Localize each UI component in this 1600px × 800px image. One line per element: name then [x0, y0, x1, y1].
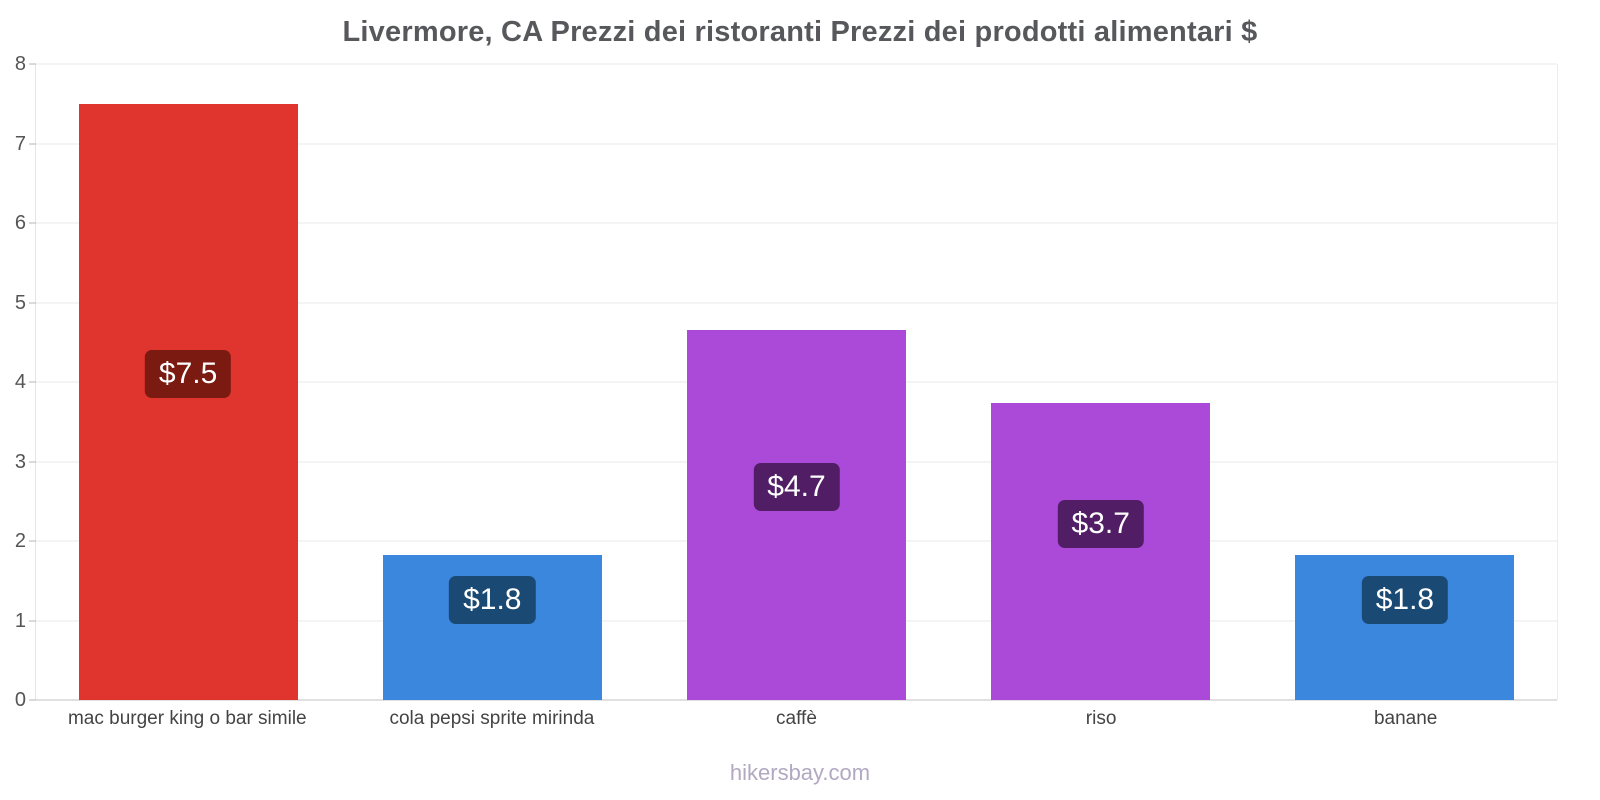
bar-banane[interactable]: $1.8 [1295, 555, 1515, 700]
value-badge: $3.7 [1057, 499, 1144, 548]
gridline [36, 143, 1557, 144]
y-tick-label: 7 [14, 132, 26, 155]
value-badge: $7.5 [144, 349, 232, 398]
y-tick-label: 0 [14, 689, 26, 711]
bar-group-banane: $1.8 [1253, 64, 1557, 700]
bar-group-mac-burger: $7.5 [36, 64, 340, 700]
bar-group-caffe: $4.7 [644, 64, 948, 700]
x-axis-labels: mac burger king o bar simile cola pepsi … [35, 708, 1558, 730]
y-tick-label: 8 [14, 53, 26, 75]
x-label-mac-burger: mac burger king o bar simile [67, 708, 307, 729]
bar-caffe[interactable]: $4.7 [687, 330, 907, 700]
y-tick-mark [29, 222, 36, 224]
y-tick-mark [29, 143, 36, 144]
y-tick-mark [29, 302, 36, 303]
x-label-riso: riso [1085, 708, 1117, 729]
y-tick-label: 1 [14, 609, 26, 632]
y-tick-label: 5 [14, 291, 26, 314]
y-tick-mark [29, 381, 36, 383]
y-tick-label: 4 [14, 371, 26, 393]
gridline [36, 699, 1557, 701]
bar-cola[interactable]: $1.8 [382, 555, 602, 700]
chart-title: Livermore, CA Prezzi dei ristoranti Prez… [342, 16, 1258, 48]
x-label-cola: cola pepsi sprite mirinda [389, 708, 595, 729]
plot-area: $7.5 $1.8 $4.7 $3.7 $1.8 [15, 54, 1558, 710]
gridline [36, 63, 1557, 65]
value-badge: $4.7 [753, 463, 840, 512]
value-badge: $1.8 [449, 575, 536, 624]
gridline [36, 222, 1557, 224]
bar-group-cola: $1.8 [340, 64, 644, 700]
y-tick-label: 6 [14, 212, 26, 234]
y-tick-mark [29, 699, 36, 701]
y-tick-mark [29, 63, 36, 65]
bar-group-riso: $3.7 [949, 64, 1253, 700]
y-tick-label: 2 [14, 530, 26, 552]
bar-riso[interactable]: $3.7 [991, 403, 1211, 700]
bars-container: $7.5 $1.8 $4.7 $3.7 $1.8 [36, 64, 1557, 700]
y-tick-mark [29, 540, 36, 542]
x-label-banane: banane [1373, 708, 1438, 729]
value-badge: $1.8 [1361, 575, 1449, 624]
x-label-caffe: caffè [776, 708, 817, 729]
y-tick-label: 3 [14, 450, 26, 473]
bar-mac-burger[interactable]: $7.5 [78, 103, 298, 700]
y-tick-mark [29, 461, 36, 462]
y-tick-mark [29, 620, 36, 621]
watermark-link[interactable]: hikersbay.com [729, 760, 871, 785]
gridline [36, 302, 1557, 303]
